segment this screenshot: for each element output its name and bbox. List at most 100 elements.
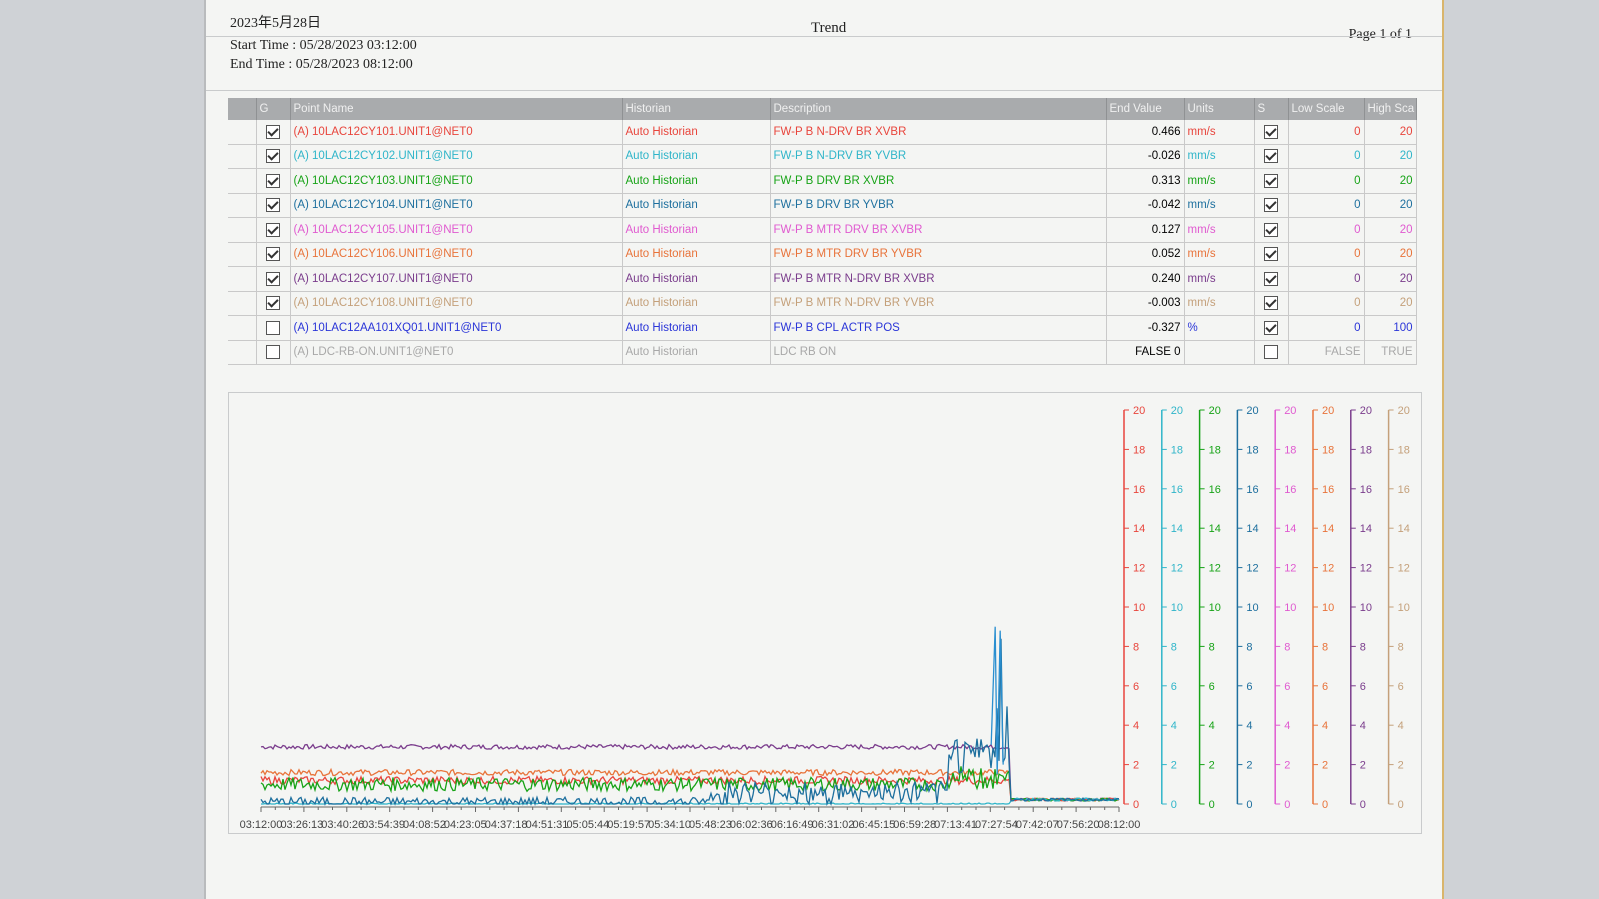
y-tick-label: 8 bbox=[1133, 641, 1139, 653]
x-tick-label: 07:56:20 bbox=[1057, 819, 1100, 831]
graph-checkbox[interactable] bbox=[266, 173, 280, 188]
point-name: (A) 10LAC12CY104.UNIT1@NET0 bbox=[290, 193, 623, 218]
y-tick-label: 12 bbox=[1171, 563, 1183, 575]
y-tick-label: 12 bbox=[1284, 563, 1296, 575]
table-row[interactable]: (A) 10LAC12CY103.UNIT1@NET0 Auto Historia… bbox=[228, 168, 1417, 194]
header-historian[interactable]: Historian bbox=[622, 98, 771, 120]
row-selector[interactable] bbox=[228, 193, 257, 218]
row-selector[interactable] bbox=[228, 242, 257, 267]
scale-checkbox[interactable] bbox=[1264, 271, 1278, 286]
scale-checkbox[interactable] bbox=[1264, 345, 1278, 360]
row-selector[interactable] bbox=[228, 266, 257, 292]
series-line bbox=[260, 767, 1120, 802]
header-units[interactable]: Units bbox=[1184, 98, 1255, 120]
y-tick-label: 8 bbox=[1284, 641, 1290, 653]
y-tick-label: 4 bbox=[1284, 720, 1290, 732]
header-s[interactable]: S bbox=[1254, 98, 1289, 120]
description: FW-P B N-DRV BR YVBR bbox=[770, 144, 1107, 169]
report-date: 2023年5月28日 bbox=[230, 16, 321, 31]
scale-checkbox[interactable] bbox=[1264, 320, 1278, 335]
row-selector[interactable] bbox=[228, 340, 257, 365]
row-selector[interactable] bbox=[228, 217, 257, 243]
y-tick-label: 12 bbox=[1322, 563, 1334, 575]
header-blank bbox=[228, 98, 257, 120]
table-row[interactable]: (A) 10LAC12CY108.UNIT1@NET0 Auto Historia… bbox=[228, 291, 1417, 316]
scale-checkbox[interactable] bbox=[1264, 149, 1278, 164]
y-tick-label: 12 bbox=[1133, 563, 1145, 575]
scale-checkbox[interactable] bbox=[1264, 247, 1278, 262]
table-row[interactable]: (A) 10LAC12CY107.UNIT1@NET0 Auto Historia… bbox=[228, 266, 1417, 292]
graph-checkbox[interactable] bbox=[266, 345, 280, 360]
high-scale: 20 bbox=[1364, 120, 1417, 145]
high-scale: 20 bbox=[1364, 168, 1417, 194]
y-tick-label: 18 bbox=[1246, 444, 1258, 456]
low-scale: 0 bbox=[1288, 242, 1365, 267]
low-scale: 0 bbox=[1288, 217, 1365, 243]
header-end-value[interactable]: End Value bbox=[1106, 98, 1185, 120]
graph-checkbox[interactable] bbox=[266, 149, 280, 164]
row-selector[interactable] bbox=[228, 315, 257, 341]
y-tick-label: 18 bbox=[1171, 444, 1183, 456]
high-scale: 20 bbox=[1364, 217, 1417, 243]
description: FW-P B MTR N-DRV BR XVBR bbox=[770, 266, 1107, 292]
x-tick-label: 08:12:00 bbox=[1098, 819, 1141, 831]
graph-checkbox[interactable] bbox=[266, 296, 280, 311]
units bbox=[1184, 340, 1255, 365]
scale-checkbox[interactable] bbox=[1264, 173, 1278, 188]
low-scale: 0 bbox=[1288, 168, 1365, 194]
header-low-scale[interactable]: Low Scale bbox=[1288, 98, 1365, 120]
table-row[interactable]: (A) 10LAC12CY106.UNIT1@NET0 Auto Historia… bbox=[228, 242, 1417, 267]
x-tick-label: 07:42:07 bbox=[1016, 819, 1059, 831]
graph-checkbox[interactable] bbox=[266, 198, 280, 213]
y-tick-label: 6 bbox=[1360, 681, 1366, 693]
row-selector[interactable] bbox=[228, 144, 257, 169]
scale-checkbox[interactable] bbox=[1264, 124, 1278, 139]
graph-checkbox[interactable] bbox=[266, 124, 280, 139]
end-value: -0.003 bbox=[1106, 291, 1185, 316]
y-tick-label: 16 bbox=[1398, 484, 1410, 496]
y-tick-label: 10 bbox=[1209, 602, 1221, 614]
table-row[interactable]: (A) 10LAC12CY105.UNIT1@NET0 Auto Historia… bbox=[228, 217, 1417, 243]
point-name: (A) 10LAC12AA101XQ01.UNIT1@NET0 bbox=[290, 315, 623, 341]
y-tick-label: 10 bbox=[1133, 602, 1145, 614]
point-name: (A) 10LAC12CY105.UNIT1@NET0 bbox=[290, 217, 623, 243]
scale-checkbox[interactable] bbox=[1264, 198, 1278, 213]
y-tick-label: 4 bbox=[1133, 720, 1139, 732]
x-tick-label: 03:54:39 bbox=[362, 819, 405, 831]
graph-checkbox[interactable] bbox=[266, 222, 280, 237]
x-tick-label: 05:19:57 bbox=[607, 819, 650, 831]
row-selector[interactable] bbox=[228, 291, 257, 316]
header-g[interactable]: G bbox=[256, 98, 291, 120]
table-row[interactable]: (A) 10LAC12AA101XQ01.UNIT1@NET0 Auto Hist… bbox=[228, 315, 1417, 341]
scale-checkbox[interactable] bbox=[1264, 222, 1278, 237]
y-tick-label: 12 bbox=[1246, 563, 1258, 575]
header-description[interactable]: Description bbox=[770, 98, 1107, 120]
header-point-name[interactable]: Point Name bbox=[290, 98, 623, 120]
row-selector[interactable] bbox=[228, 168, 257, 194]
series-line bbox=[260, 638, 1120, 807]
table-row[interactable]: (A) 10LAC12CY102.UNIT1@NET0 Auto Historia… bbox=[228, 144, 1417, 169]
x-tick-label: 03:26:13 bbox=[280, 819, 323, 831]
y-tick-label: 16 bbox=[1171, 484, 1183, 496]
graph-checkbox-cell bbox=[256, 242, 291, 267]
row-selector[interactable] bbox=[228, 120, 257, 145]
graph-checkbox[interactable] bbox=[266, 247, 280, 262]
graph-checkbox-cell bbox=[256, 340, 291, 365]
table-row[interactable]: (A) 10LAC12CY104.UNIT1@NET0 Auto Historia… bbox=[228, 193, 1417, 218]
graph-checkbox[interactable] bbox=[266, 320, 280, 335]
historian: Auto Historian bbox=[622, 120, 771, 145]
high-scale: 20 bbox=[1364, 266, 1417, 292]
y-tick-label: 10 bbox=[1322, 602, 1334, 614]
header-high-scale[interactable]: High Sca bbox=[1364, 98, 1417, 120]
historian: Auto Historian bbox=[622, 315, 771, 341]
graph-checkbox[interactable] bbox=[266, 271, 280, 286]
end-value: -0.042 bbox=[1106, 193, 1185, 218]
graph-checkbox-cell bbox=[256, 144, 291, 169]
units: mm/s bbox=[1184, 217, 1255, 243]
y-tick-label: 14 bbox=[1284, 523, 1296, 535]
y-tick-label: 18 bbox=[1360, 444, 1372, 456]
scale-checkbox-cell bbox=[1254, 242, 1289, 267]
table-row[interactable]: (A) 10LAC12CY101.UNIT1@NET0 Auto Historia… bbox=[228, 120, 1417, 145]
table-row[interactable]: (A) LDC-RB-ON.UNIT1@NET0 Auto Historian LD… bbox=[228, 340, 1417, 365]
scale-checkbox[interactable] bbox=[1264, 296, 1278, 311]
